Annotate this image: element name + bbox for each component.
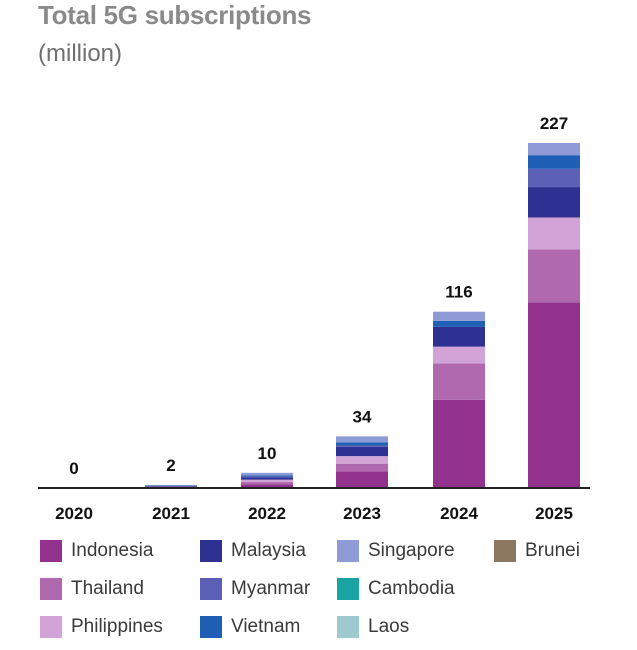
legend-item-vietnam: Vietnam	[200, 614, 300, 640]
bar-segment-vietnam-2025	[528, 155, 580, 169]
bar-segment-singapore-2022	[241, 472, 293, 476]
legend-label: Malaysia	[231, 540, 306, 561]
legend-swatch	[337, 540, 359, 562]
total-label-2022: 10	[258, 444, 277, 463]
bar-segment-singapore-2023	[336, 436, 388, 443]
x-tick-label-2023: 2023	[343, 504, 381, 523]
bar-segment-singapore-2025	[528, 143, 580, 156]
legend-item-cambodia: Cambodia	[337, 576, 455, 602]
bar-segment-thailand-2025	[528, 249, 580, 303]
legend-item-brunei: Brunei	[494, 538, 580, 564]
chart-subtitle: (million)	[38, 40, 122, 67]
legend-label: Philippines	[71, 616, 163, 637]
bar-segment-malaysia-2021	[145, 485, 197, 487]
legend-swatch	[40, 616, 62, 638]
legend-label: Vietnam	[231, 616, 301, 637]
bar-segment-myanmar-2025	[528, 168, 580, 188]
legend-label: Thailand	[71, 578, 144, 599]
x-tick-label-2021: 2021	[152, 504, 190, 523]
bar-segment-thailand-2024	[433, 363, 485, 400]
bar-segment-indonesia-2024	[433, 399, 485, 488]
total-label-2023: 34	[353, 407, 372, 426]
bar-segment-vietnam-2022	[241, 475, 293, 477]
bar-segment-malaysia-2025	[528, 187, 580, 218]
total-label-2021: 2	[166, 456, 175, 475]
chart-title: Total 5G subscriptions	[38, 0, 312, 30]
legend-label: Brunei	[525, 540, 580, 561]
bar-segment-myanmar-2022	[241, 476, 293, 478]
total-label-2020: 0	[69, 459, 78, 478]
legend-swatch	[200, 540, 222, 562]
legend-item-malaysia: Malaysia	[200, 538, 306, 564]
bar-segment-vietnam-2023	[336, 442, 388, 446]
legend-swatch	[40, 578, 62, 600]
bar-segment-malaysia-2023	[336, 446, 388, 457]
bar-segment-indonesia-2025	[528, 302, 580, 488]
legend-swatch	[494, 540, 516, 562]
bar-segment-indonesia-2022	[241, 484, 293, 488]
x-tick-label-2025: 2025	[535, 504, 573, 523]
bar-segment-thailand-2022	[241, 481, 293, 485]
legend: Indonesia Malaysia Singapore Brunei Thai…	[40, 538, 620, 648]
total-label-2024: 116	[445, 283, 472, 302]
legend-item-laos: Laos	[337, 614, 409, 640]
legend-swatch	[337, 578, 359, 600]
x-tick-label-2020: 2020	[55, 504, 93, 523]
bar-segment-malaysia-2022	[241, 477, 293, 480]
legend-swatch	[40, 540, 62, 562]
x-tick-label-2024: 2024	[440, 504, 478, 523]
bar-segment-philippines-2024	[433, 346, 485, 364]
legend-label: Laos	[368, 616, 410, 637]
legend-item-thailand: Thailand	[40, 576, 144, 602]
legend-item-indonesia: Indonesia	[40, 538, 153, 564]
bar-segment-singapore-2024	[433, 311, 485, 321]
bar-segment-myanmar-2023	[336, 445, 388, 447]
bar-segment-malaysia-2024	[433, 326, 485, 347]
legend-item-philippines: Philippines	[40, 614, 163, 640]
bar-segment-philippines-2023	[336, 456, 388, 464]
bar-segment-philippines-2022	[241, 479, 293, 482]
legend-swatch	[200, 578, 222, 600]
total-label-2025: 227	[540, 114, 568, 133]
legend-label: Myanmar	[231, 578, 311, 599]
stacked-bar-chart: 0 2020 2 2021 10 2022 34 2023 116 2024 227 2025	[38, 114, 590, 523]
legend-label: Cambodia	[368, 578, 455, 599]
legend-item-myanmar: Myanmar	[200, 576, 310, 602]
legend-item-singapore: Singapore	[337, 538, 455, 564]
bar-segment-indonesia-2023	[336, 471, 388, 488]
bar-segment-vietnam-2024	[433, 320, 485, 327]
legend-label: Singapore	[368, 540, 455, 561]
x-tick-label-2022: 2022	[248, 504, 286, 523]
legend-swatch	[337, 616, 359, 638]
legend-swatch	[200, 616, 222, 638]
bar-segment-thailand-2023	[336, 463, 388, 472]
legend-label: Indonesia	[71, 540, 154, 561]
bar-segment-philippines-2025	[528, 217, 580, 250]
